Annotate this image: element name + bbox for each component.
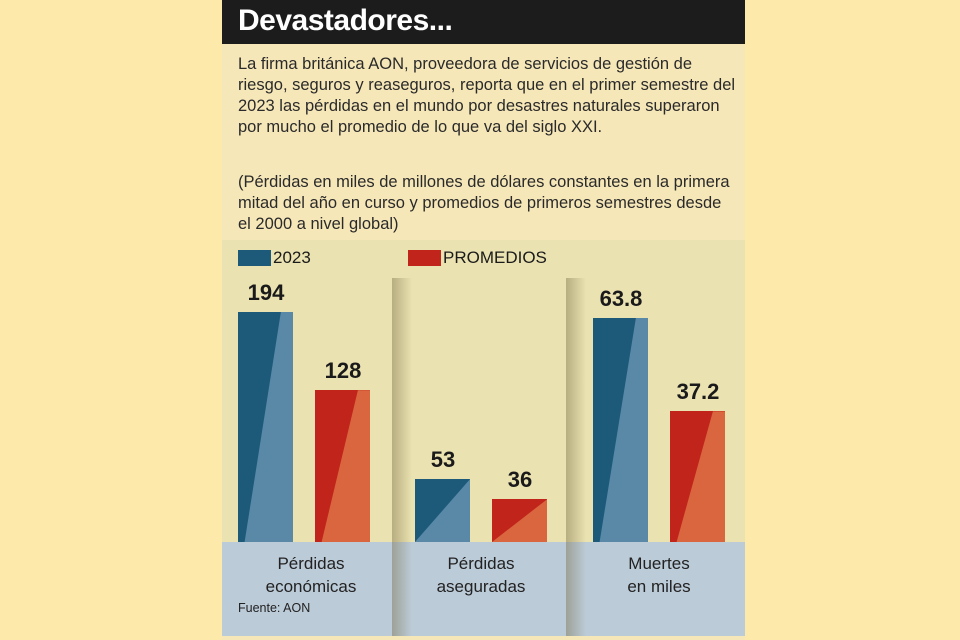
data-label: 128: [324, 358, 362, 384]
legend-label-promedios: PROMEDIOS: [443, 248, 547, 267]
data-label: 63.8: [599, 286, 643, 311]
data-label: 53: [430, 447, 456, 473]
source-note: Fuente: AON: [238, 601, 311, 615]
intro-text: La firma británica AON, proveedora de se…: [238, 55, 736, 136]
title: Devastadores...: [238, 4, 453, 37]
bar-2023: [415, 479, 470, 542]
category-label: Pérdidas económicas: [265, 554, 357, 596]
data-label: 194: [247, 280, 285, 305]
bar-promedios: [492, 499, 547, 542]
data-label: 36: [507, 467, 533, 493]
legend-label-2023: 2023: [273, 248, 311, 267]
chart-area: [222, 240, 745, 542]
bar-2023: [593, 318, 648, 542]
column-separator: [566, 278, 586, 636]
category-band: [222, 542, 745, 636]
infographic-panel: Devastadores... La firma británica AON, …: [222, 0, 745, 640]
category-label: Pérdidas aseguradas: [436, 554, 526, 596]
legend-swatch-promedios: [408, 250, 441, 266]
bar-2023: [238, 312, 293, 542]
bar-promedios: [315, 390, 370, 542]
column-separator: [392, 278, 412, 636]
data-label: 37.2: [676, 379, 720, 405]
title-bar: Devastadores...: [222, 0, 745, 44]
bar-promedios: [670, 411, 725, 542]
legend-swatch-2023: [238, 250, 271, 266]
units-note: (Pérdidas en miles de millones de dólare…: [238, 173, 730, 233]
category-label: Muertes en miles: [627, 554, 691, 596]
